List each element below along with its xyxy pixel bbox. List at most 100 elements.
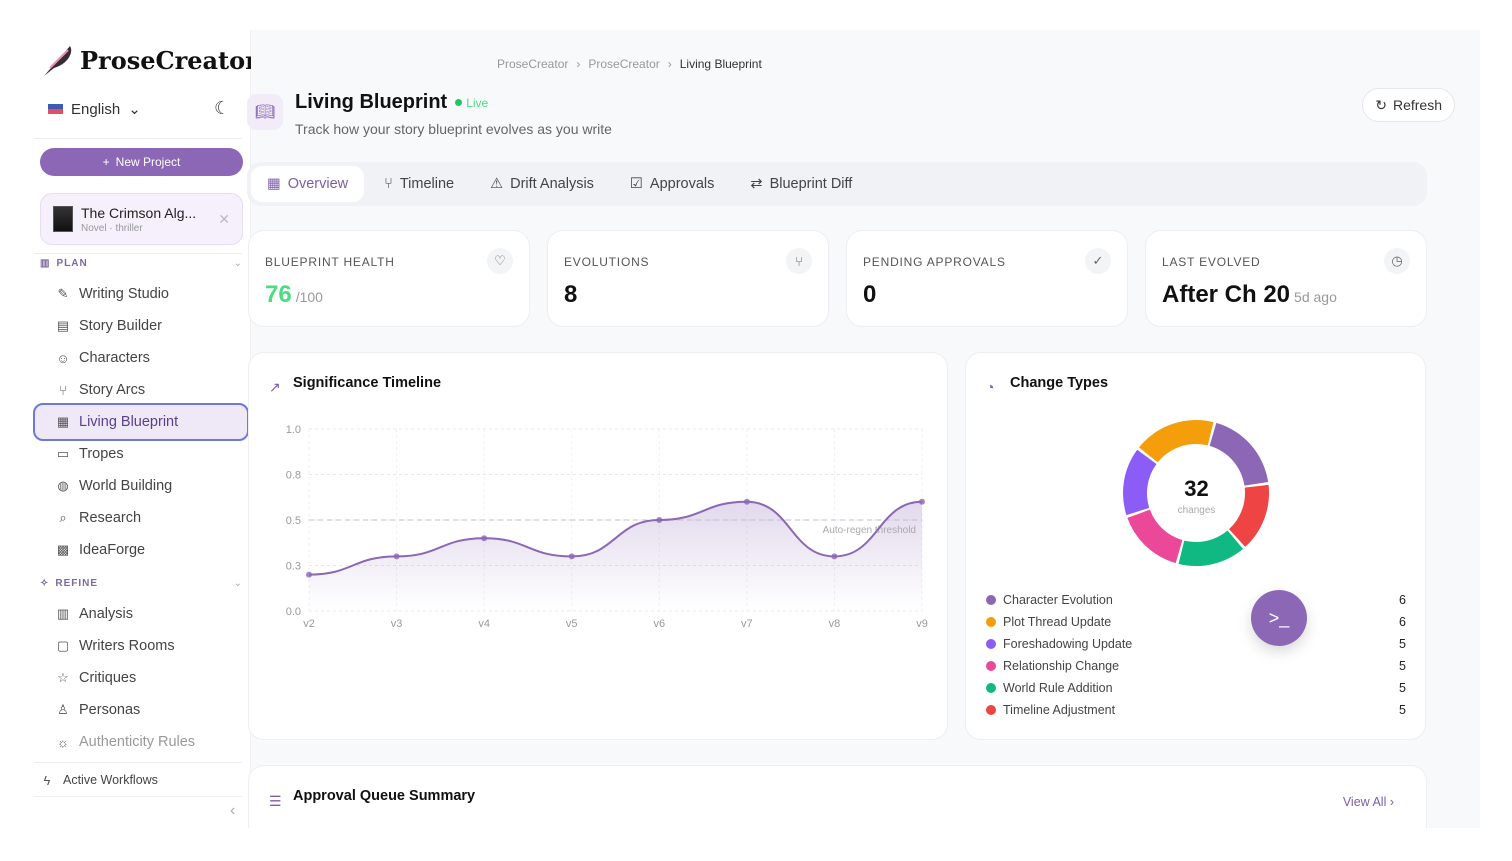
nav-icon: ✎ (57, 286, 69, 301)
breadcrumb-item[interactable]: ProseCreator (497, 57, 569, 71)
sidebar-item-research[interactable]: ⌕ Research (56, 506, 141, 530)
main-content: ProseCreator › ProseCreator › Living Bluepri… (247, 30, 1480, 828)
new-project-button[interactable]: + New Project (40, 148, 243, 176)
active-workflows-label: Active Workflows (63, 773, 158, 787)
nav-icon: ☼ (57, 734, 69, 750)
nav-icon: ◍ (57, 478, 69, 493)
nav-icon: ▩ (56, 542, 70, 557)
tab-label: Overview (287, 176, 349, 192)
sidebar-item-world-building[interactable]: ◍ World Building (56, 474, 172, 498)
legend-item: Plot Thread Update 6 (986, 615, 1406, 629)
sidebar-item-story-builder[interactable]: ▤ Story Builder (56, 314, 162, 338)
donut-slice[interactable] (1229, 484, 1269, 547)
sidebar-item-story-arcs[interactable]: ⑂ Story Arcs (56, 378, 145, 402)
stat-value: After Ch 20 5d ago (1162, 281, 1337, 309)
quill-icon (44, 46, 72, 76)
pie-chart-icon: ◔ (986, 379, 995, 395)
donut-slice[interactable] (1178, 530, 1244, 566)
tab-timeline[interactable]: ⑂ Timeline (368, 166, 470, 202)
legend-item: Foreshadowing Update 5 (986, 637, 1406, 651)
nav-icon: ▢ (56, 638, 70, 653)
sidebar-item-ideaforge[interactable]: ▩ IdeaForge (56, 538, 145, 562)
tab-blueprint-diff[interactable]: ⇄ Blueprint Diff (734, 166, 868, 202)
donut-slice[interactable] (1138, 420, 1214, 463)
legend-label: Foreshadowing Update (1003, 637, 1133, 651)
tab-icon: ⑂ (384, 176, 393, 192)
stat-icon: ◷ (1384, 248, 1410, 274)
stat-number: 8 (564, 281, 578, 308)
stat-suffix: /100 (295, 289, 323, 305)
terminal-button[interactable]: >_ (1251, 590, 1307, 646)
stat-label: PENDING APPROVALS (863, 255, 1006, 269)
donut-slice[interactable] (1127, 509, 1183, 564)
sidebar-item-tropes[interactable]: ▭ Tropes (56, 442, 124, 466)
language-label: English (71, 100, 121, 118)
stat-card: PENDING APPROVALS ✓ 0 (846, 230, 1128, 327)
section-refine[interactable]: ✧ REFINE ⌄ (40, 578, 243, 589)
collapse-sidebar-icon[interactable]: ‹ (230, 802, 236, 819)
y-tick-label: 1.0 (286, 424, 301, 436)
status-badge: Live (455, 96, 488, 110)
stat-card: EVOLUTIONS ⑂ 8 (547, 230, 829, 327)
active-workflows[interactable]: ϟ Active Workflows (40, 768, 158, 792)
tab-label: Timeline (399, 176, 455, 192)
tab-icon: ⚠ (490, 176, 504, 192)
close-icon[interactable]: ✕ (218, 210, 230, 227)
logo[interactable]: ProseCreator (40, 42, 258, 78)
stat-number: 76 (265, 281, 292, 308)
data-point (743, 498, 750, 505)
card-title: Change Types (1010, 375, 1109, 391)
tab-approvals[interactable]: ☑ Approvals (614, 166, 730, 202)
page-subtitle: Track how your story blueprint evolves a… (295, 121, 612, 137)
sidebar-item-characters[interactable]: ☺ Characters (56, 346, 150, 370)
donut-slice[interactable] (1209, 422, 1269, 486)
x-tick-label: v8 (829, 618, 841, 630)
refresh-button[interactable]: ↻ Refresh (1362, 88, 1455, 122)
tab-icon: ⇄ (750, 176, 763, 192)
sidebar-item-personas[interactable]: ♙ Personas (56, 698, 140, 722)
x-tick-label: v2 (303, 618, 315, 630)
tab-overview[interactable]: ▦ Overview (251, 166, 365, 202)
page-title-text: Living Blueprint (295, 91, 448, 113)
stat-value: 8 (564, 281, 577, 309)
data-point (568, 553, 575, 560)
sidebar-item-authenticity-rules[interactable]: ☼ Authenticity Rules (56, 730, 195, 754)
project-card[interactable]: The Crimson Alg... Novel · thriller ✕ (40, 193, 243, 245)
dark-mode-toggle[interactable]: ☾ (214, 98, 231, 118)
x-tick-label: v4 (478, 618, 490, 630)
sidebar-item-writers-rooms[interactable]: ▢ Writers Rooms (56, 634, 175, 658)
x-tick-label: v6 (653, 618, 665, 630)
sidebar-item-label: Writing Studio (79, 286, 169, 302)
section-label: REFINE (55, 578, 99, 589)
book-icon: 📖︎ (247, 94, 283, 130)
legend-label: World Rule Addition (1003, 681, 1113, 695)
nav-icon: ♙ (57, 702, 69, 717)
sidebar-item-living-blueprint[interactable]: ▦ Living Blueprint (33, 403, 249, 441)
app: ProseCreator English ⌄ ☾ + New Project The… (30, 30, 1480, 828)
card-title: Approval Queue Summary (293, 788, 476, 804)
y-tick-label: 0.8 (286, 470, 301, 482)
tab-label: Approvals (649, 176, 715, 192)
language-select[interactable]: English ⌄ (48, 100, 141, 118)
sidebar-item-label: Critiques (79, 670, 137, 686)
breadcrumb-item[interactable]: ProseCreator (588, 57, 660, 71)
project-subtitle: Novel · thriller (81, 222, 143, 234)
sidebar-item-label: IdeaForge (79, 542, 146, 558)
legend-swatch (986, 617, 996, 627)
sidebar-item-label: Story Builder (79, 318, 163, 334)
view-all-label: View All (1342, 795, 1387, 809)
section-label: PLAN (56, 258, 88, 269)
legend-swatch (986, 661, 996, 671)
sidebar-item-writing-studio[interactable]: ✎ Writing Studio (56, 282, 169, 306)
legend-item: Relationship Change 5 (986, 659, 1406, 673)
nav-icon: ⌕ (59, 510, 67, 525)
sidebar-item-analysis[interactable]: ▥ Analysis (56, 602, 133, 626)
tab-drift-analysis[interactable]: ⚠ Drift Analysis (474, 166, 610, 202)
donut-slice[interactable] (1123, 449, 1157, 516)
page-title: Living Blueprint Live (295, 91, 488, 114)
section-plan[interactable]: ▥ PLAN ⌄ (40, 258, 243, 269)
stat-icon: ✓ (1085, 248, 1111, 274)
sidebar-item-label: Writers Rooms (79, 638, 175, 654)
view-all-link[interactable]: View All › (1342, 795, 1394, 809)
sidebar-item-critiques[interactable]: ☆ Critiques (56, 666, 136, 690)
